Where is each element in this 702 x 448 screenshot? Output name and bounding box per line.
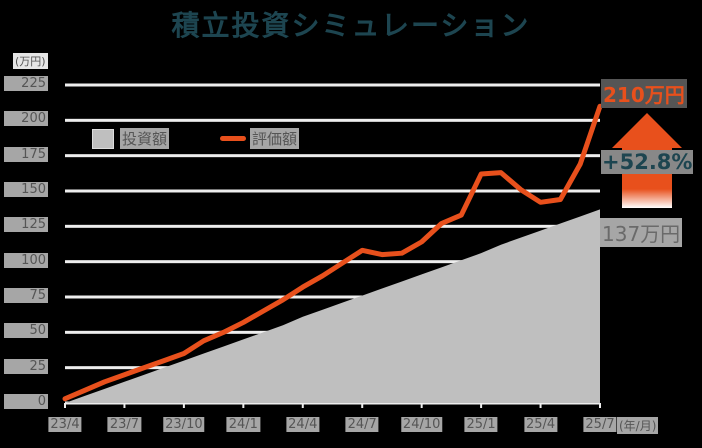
x-tick-label: 23/7 xyxy=(107,417,142,432)
x-tick-label: 25/4 xyxy=(523,417,558,432)
x-tick-label: 24/7 xyxy=(345,417,379,432)
legend-valuation-label: 評価額 xyxy=(250,128,300,149)
x-tick-label: 23/10 xyxy=(163,417,205,432)
valuation-line-series xyxy=(62,103,603,402)
y-tick-label: 0 xyxy=(4,394,48,409)
x-tick-label: 23/4 xyxy=(48,417,82,432)
legend-valuation: 評価額 xyxy=(220,128,300,149)
x-tick-label: 24/1 xyxy=(226,417,260,432)
x-tick-label: 25/7 xyxy=(583,417,617,432)
legend-invested: 投資額 xyxy=(92,128,170,149)
x-tick-label: 24/10 xyxy=(400,417,443,432)
x-axis-ticks xyxy=(64,403,601,408)
y-tick-label: 125 xyxy=(4,217,48,233)
area-swatch-icon xyxy=(92,128,114,149)
y-tick-label: 150 xyxy=(4,182,48,197)
y-tick-label: 100 xyxy=(4,252,48,268)
gain-percent-label: +52.8% xyxy=(601,150,694,174)
final-value-label: 210万円 xyxy=(601,79,687,108)
legend-invested-label: 投資額 xyxy=(120,128,170,149)
line-swatch-icon xyxy=(220,136,246,141)
y-tick-label: 175 xyxy=(4,146,48,162)
y-tick-label: 200 xyxy=(4,111,48,127)
y-tick-label: 25 xyxy=(4,358,48,374)
invested-total-label: 137万円 xyxy=(600,218,683,247)
y-tick-label: 225 xyxy=(4,76,48,91)
x-axis-unit: (年/月) xyxy=(617,417,659,434)
invested-area-series xyxy=(65,209,600,403)
y-axis-unit: (万円) xyxy=(13,53,48,69)
x-tick-label: 24/4 xyxy=(286,417,320,432)
chart-title: 積立投資シミュレーション xyxy=(171,9,531,42)
x-tick-label: 25/1 xyxy=(464,417,498,432)
y-tick-label: 50 xyxy=(4,323,48,339)
y-tick-label: 75 xyxy=(4,288,48,303)
